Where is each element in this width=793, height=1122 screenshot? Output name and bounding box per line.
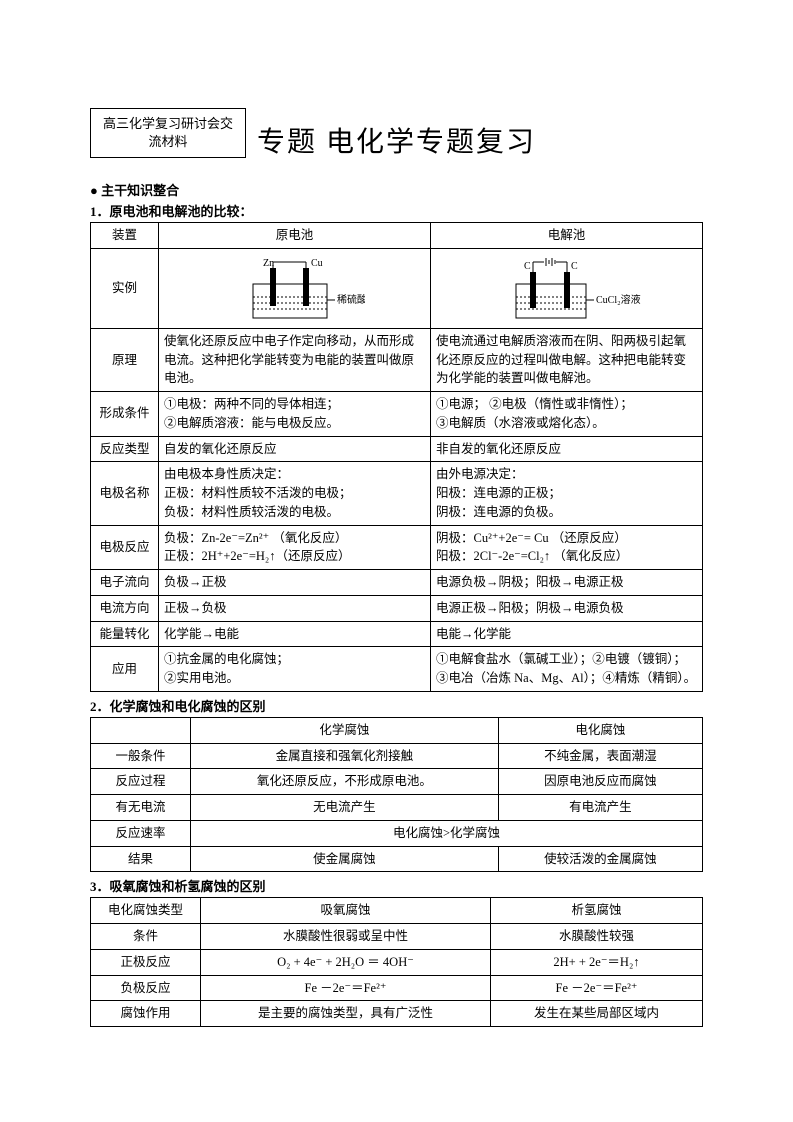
t2-r2-c2: 因原电池反应而腐蚀 [498, 769, 702, 795]
t1-rtype-label: 反应类型 [91, 436, 159, 462]
table-corrosion-1: 化学腐蚀 电化腐蚀 一般条件 金属直接和强氧化剂接触 不纯金属，表面潮湿 反应过… [90, 717, 703, 873]
t2-r3-c1: 无电流产生 [191, 795, 499, 821]
t1-diagram-cell-2: C C CuCl₂溶液 [431, 248, 703, 328]
t1-app-label: 应用 [91, 647, 159, 692]
svg-text:Cu: Cu [311, 258, 323, 269]
t1-energy-right: 电能→化学能 [431, 621, 703, 647]
t1-principle-label: 原理 [91, 328, 159, 391]
t3-r1-c2: 水膜酸性较强 [490, 924, 702, 950]
t1-header-col2: 电解池 [431, 223, 703, 249]
t2-r2-c1: 氧化还原反应，不形成原电池。 [191, 769, 499, 795]
t2-r3-label: 有无电流 [91, 795, 191, 821]
t1-ereact-left-2: 正极：2H⁺+2e⁻=H₂↑（还原反应） [164, 549, 351, 563]
t1-header-col1: 原电池 [159, 223, 431, 249]
t1-cflow-right: 电源正极→阳极；阴极→电源负极 [431, 595, 703, 621]
t3-r2-label: 正极反应 [91, 949, 201, 975]
t2-r2-label: 反应过程 [91, 769, 191, 795]
t3-h1: 吸氧腐蚀 [201, 898, 491, 924]
t1-principle-left: 使氧化还原反应中电子作定向移动，从而形成电流。这种把化学能转变为电能的装置叫做原… [159, 328, 431, 391]
t1-condition-left: ①电极：两种不同的导体相连； ②电解质溶液：能与电极反应。 [159, 392, 431, 437]
t1-ereact-right: 阴极：Cu²⁺+2e⁻= Cu （还原反应） 阳极：2Cl⁻-2e⁻=Cl₂↑ … [431, 525, 703, 570]
t3-r3-c2: Fe －2e⁻＝Fe²⁺ [490, 975, 702, 1001]
t3-r1-c1: 水膜酸性很弱或呈中性 [201, 924, 491, 950]
t1-app-right: ①电解食盐水（氯碱工业）；②电镀（镀铜）；③电冶（冶炼 Na、Mg、Al）；④精… [431, 647, 703, 692]
svg-text:C: C [524, 261, 531, 272]
t1-ereact-right-2: 阳极：2Cl⁻-2e⁻=Cl₂↑ （氧化反应） [436, 549, 628, 563]
t3-r1-label: 条件 [91, 924, 201, 950]
t2-r1-c2: 不纯金属，表面潮湿 [498, 743, 702, 769]
t2-r4-label: 反应速率 [91, 820, 191, 846]
t3-r3-c1: Fe －2e⁻＝Fe²⁺ [201, 975, 491, 1001]
svg-text:C: C [571, 261, 578, 272]
t1-rtype-left: 自发的氧化还原反应 [159, 436, 431, 462]
t3-r2-c1: O₂ + 4e⁻ + 2H₂O ＝ 4OH⁻ [201, 949, 491, 975]
t3-h0: 电化腐蚀类型 [91, 898, 201, 924]
t1-ereact-left: 负极：Zn-2e⁻=Zn²⁺ （氧化反应） 正极：2H⁺+2e⁻=H₂↑（还原反… [159, 525, 431, 570]
svg-text:稀硫酸: 稀硫酸 [337, 293, 365, 306]
t1-ereact-right-1: 阴极：Cu²⁺+2e⁻= Cu （还原反应） [436, 531, 627, 545]
section1-heading: 1．原电池和电解池的比较： [90, 201, 703, 220]
t2-r5-label: 结果 [91, 846, 191, 872]
t1-header-col0: 装置 [91, 223, 159, 249]
section1-bullet: ● 主干知识整合 [90, 180, 703, 199]
t3-r3-label: 负极反应 [91, 975, 201, 1001]
galvanic-cell-diagram: Zn Cu 稀硫酸 [225, 254, 365, 322]
section3-heading: 3．吸氧腐蚀和析氢腐蚀的区别 [90, 876, 703, 895]
t1-ename-left: 由电极本身性质决定： 正极：材料性质较不活泼的电极； 负极：材料性质较活泼的电极… [159, 462, 431, 525]
t3-r4-c2: 发生在某些局部区域内 [490, 1001, 702, 1027]
t1-cflow-left: 正极→负极 [159, 595, 431, 621]
t1-eflow-left: 负极→正极 [159, 570, 431, 596]
t1-ereact-left-1: 负极：Zn-2e⁻=Zn²⁺ （氧化反应） [164, 531, 347, 545]
header-box: 高三化学复习研讨会交 流材料 [90, 108, 246, 158]
electrolytic-cell-diagram: C C CuCl₂溶液 [492, 254, 642, 322]
t1-example-label: 实例 [91, 248, 159, 328]
t2-r4-merged: 电化腐蚀>化学腐蚀 [191, 820, 703, 846]
t2-r5-c1: 使金属腐蚀 [191, 846, 499, 872]
t2-r5-c2: 使较活泼的金属腐蚀 [498, 846, 702, 872]
t3-r2-c2: 2H+ + 2e⁻＝H₂↑ [490, 949, 702, 975]
t2-r3-c2: 有电流产生 [498, 795, 702, 821]
t2-h1: 化学腐蚀 [191, 717, 499, 743]
t3-h2: 析氢腐蚀 [490, 898, 702, 924]
section2-heading: 2．化学腐蚀和电化腐蚀的区别 [90, 696, 703, 715]
t3-r4-label: 腐蚀作用 [91, 1001, 201, 1027]
t2-r1-label: 一般条件 [91, 743, 191, 769]
t1-energy-label: 能量转化 [91, 621, 159, 647]
table-comparison-1: 装置 原电池 电解池 实例 Zn Cu 稀硫酸 [90, 222, 703, 692]
svg-text:Zn: Zn [263, 258, 274, 269]
header-line1: 高三化学复习研讨会交 [103, 116, 233, 131]
t1-condition-right: ①电源； ②电极（惰性或非惰性）； ③电解质（水溶液或熔化态）。 [431, 392, 703, 437]
t1-app-left: ①抗金属的电化腐蚀； ②实用电池。 [159, 647, 431, 692]
t1-ereact-label: 电极反应 [91, 525, 159, 570]
t1-condition-label: 形成条件 [91, 392, 159, 437]
t1-ename-label: 电极名称 [91, 462, 159, 525]
table-corrosion-2: 电化腐蚀类型 吸氧腐蚀 析氢腐蚀 条件 水膜酸性很弱或呈中性 水膜酸性较强 正极… [90, 897, 703, 1027]
t2-h0 [91, 717, 191, 743]
svg-text:CuCl₂溶液: CuCl₂溶液 [596, 293, 641, 306]
header-line2: 流材料 [149, 134, 188, 149]
t1-cflow-label: 电流方向 [91, 595, 159, 621]
t1-ename-right: 由外电源决定： 阳极：连电源的正极； 阴极：连电源的负极。 [431, 462, 703, 525]
t2-h2: 电化腐蚀 [498, 717, 702, 743]
t3-r4-c1: 是主要的腐蚀类型，具有广泛性 [201, 1001, 491, 1027]
t1-energy-left: 化学能→电能 [159, 621, 431, 647]
t1-diagram-cell-1: Zn Cu 稀硫酸 [159, 248, 431, 328]
t1-eflow-right: 电源负极→阴极；阳极→电源正极 [431, 570, 703, 596]
t1-principle-right: 使电流通过电解质溶液而在阴、阳两极引起氧化还原反应的过程叫做电解。这种把电能转变… [431, 328, 703, 391]
t1-eflow-label: 电子流向 [91, 570, 159, 596]
t2-r1-c1: 金属直接和强氧化剂接触 [191, 743, 499, 769]
t1-rtype-right: 非自发的氧化还原反应 [431, 436, 703, 462]
